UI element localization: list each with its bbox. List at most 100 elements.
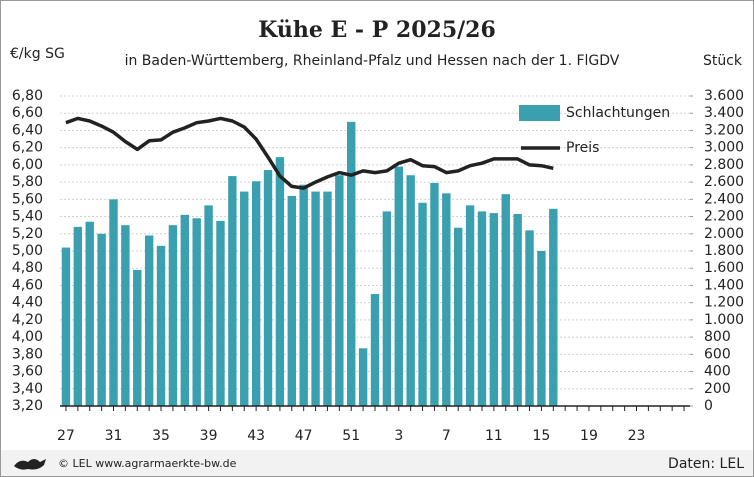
y2-tick-label: 600 (704, 346, 731, 362)
bar (204, 205, 213, 406)
y2-tick-label: 200 (704, 381, 731, 397)
x-tick-label: 47 (295, 428, 313, 444)
y2-tick-label: 1.600 (704, 260, 744, 276)
bar (168, 225, 178, 406)
x-tick-label: 43 (247, 428, 265, 444)
y-tick-label: 4,40 (12, 295, 43, 311)
bar (465, 205, 475, 406)
bar (323, 191, 332, 406)
bar (121, 225, 130, 406)
y-tick-label: 5,80 (12, 174, 43, 190)
bar (251, 181, 261, 406)
y-tick-label: 5,00 (12, 243, 43, 259)
bar (144, 235, 154, 406)
y2-tick-label: 3.600 (704, 88, 744, 104)
x-tick-label: 27 (57, 428, 75, 444)
x-tick-label: 51 (342, 428, 360, 444)
bar (489, 213, 499, 406)
y-tick-label: 6,00 (12, 157, 43, 173)
y2-tick-label: 2.200 (704, 209, 744, 225)
bar (228, 176, 237, 406)
y2-tick-label: 0 (704, 398, 713, 414)
y-tick-label: 5,20 (12, 226, 43, 242)
y-tick-label: 5,40 (12, 209, 43, 225)
legend-swatch (519, 105, 560, 121)
bar (73, 226, 83, 406)
bar (133, 269, 142, 406)
bar (513, 213, 522, 406)
x-tick-label: 23 (628, 428, 646, 444)
y-tick-label: 6,80 (12, 88, 43, 104)
bar (275, 157, 285, 406)
bar (263, 170, 273, 406)
source: © LEL www.agrarmaerkte-bw.de (58, 457, 237, 470)
y2-tick-label: 2.400 (704, 191, 744, 207)
bar (406, 175, 415, 406)
bar (299, 184, 308, 406)
y-tick-label: 4,00 (12, 329, 43, 345)
legend-label: Schlachtungen (566, 105, 670, 121)
bar (501, 194, 510, 406)
x-tick-label: 31 (105, 428, 123, 444)
y-tick-label: 4,20 (12, 312, 43, 328)
data-credit: Daten: LEL (668, 456, 744, 472)
y2-tick-label: 2.000 (704, 226, 744, 242)
bar (216, 220, 225, 406)
y-tick-label: 6,40 (12, 122, 43, 138)
bar (358, 348, 368, 406)
bar (370, 294, 380, 406)
bar (192, 218, 201, 406)
bar (311, 191, 320, 406)
bar (430, 182, 439, 406)
y-tick-label: 3,60 (12, 364, 43, 380)
bar (382, 211, 392, 406)
bar (156, 245, 166, 406)
bar (454, 227, 463, 406)
x-tick-label: 3 (394, 428, 403, 444)
y2-tick-label: 1.000 (704, 312, 744, 328)
bar (335, 175, 344, 406)
y-tick-label: 3,80 (12, 346, 43, 362)
y-tick-label: 3,20 (12, 398, 43, 414)
bar (442, 193, 451, 406)
logo (14, 459, 46, 470)
bar (537, 251, 546, 406)
y2-axis-label: Stück (703, 53, 743, 69)
price-line (65, 116, 554, 190)
bar (525, 230, 534, 406)
y-tick-label: 4,80 (12, 260, 43, 276)
chart-title: Kühe E - P 2025/26 (258, 17, 496, 43)
y-axis-label: €/kg SG (10, 46, 65, 62)
y2-tick-label: 3.400 (704, 105, 744, 121)
bar (97, 233, 106, 406)
bar (394, 166, 403, 406)
y2-tick-label: 2.600 (704, 174, 744, 190)
x-tick-label: 11 (485, 428, 503, 444)
legend-label: Preis (566, 140, 599, 156)
y-tick-label: 5,60 (12, 191, 43, 207)
y2-tick-label: 2.800 (704, 157, 744, 173)
y-tick-label: 6,20 (12, 140, 43, 156)
y-tick-label: 6,60 (12, 105, 43, 121)
y2-tick-label: 1.200 (704, 295, 744, 311)
x-tick-label: 15 (533, 428, 551, 444)
bar (61, 247, 71, 406)
y2-tick-label: 1.400 (704, 277, 744, 293)
x-tick-label: 7 (442, 428, 451, 444)
y2-tick-label: 1.800 (704, 243, 744, 259)
bar (180, 214, 190, 406)
y-tick-label: 4,60 (12, 277, 43, 293)
y2-tick-label: 800 (704, 329, 731, 345)
footer-band (1, 450, 753, 476)
bar (85, 221, 94, 406)
bar (347, 121, 356, 406)
x-tick-label: 19 (580, 428, 598, 444)
x-tick-label: 35 (152, 428, 170, 444)
bar (549, 208, 558, 406)
bar (109, 199, 118, 406)
bar (418, 202, 427, 406)
bar (477, 211, 487, 406)
y-tick-label: 3,40 (12, 381, 43, 397)
y2-tick-label: 400 (704, 364, 731, 380)
